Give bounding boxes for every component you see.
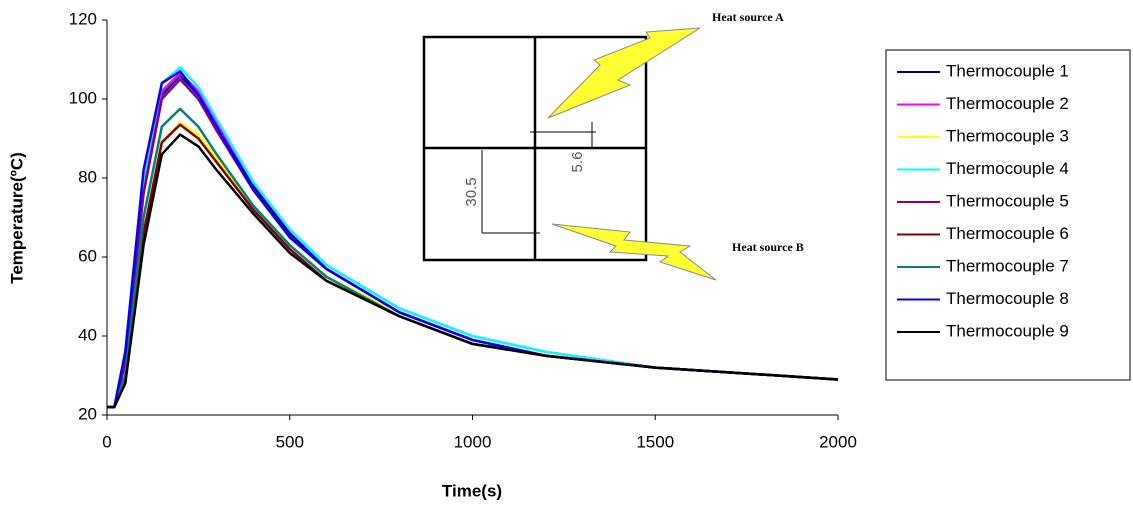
- legend-label: Thermocouple 8: [946, 289, 1069, 308]
- y-tick-label: 100: [69, 88, 97, 107]
- series-line: [107, 121, 839, 409]
- series-line: [107, 66, 839, 409]
- annotation: Heat source B: [732, 240, 804, 254]
- x-tick-label: 2000: [819, 432, 857, 451]
- lightning-bolt: [551, 223, 717, 281]
- annotation: Heat source A: [712, 10, 784, 24]
- x-tick-label: 0: [102, 432, 111, 451]
- legend-label: Thermocouple 5: [946, 191, 1069, 210]
- lightning-bolt: [547, 27, 701, 119]
- legend-label: Thermocouple 9: [946, 321, 1069, 340]
- annotation: 5.6: [569, 152, 586, 173]
- x-tick-label: 1000: [454, 432, 492, 451]
- y-tick-label: 80: [78, 167, 97, 186]
- legend-label: Thermocouple 1: [946, 61, 1069, 80]
- series-line: [107, 107, 839, 409]
- y-axis-label: Temperature(ºC): [7, 152, 26, 284]
- series-line: [107, 133, 839, 409]
- y-tick-label: 120: [69, 9, 97, 28]
- y-tick-label: 40: [78, 325, 97, 344]
- legend-label: Thermocouple 7: [946, 256, 1069, 275]
- series-line: [107, 72, 839, 409]
- x-tick-label: 1500: [636, 432, 674, 451]
- y-tick-label: 20: [78, 404, 97, 423]
- legend-label: Thermocouple 6: [946, 224, 1069, 243]
- x-axis-label: Time(s): [442, 481, 502, 500]
- inset-diagram: [422, 27, 717, 281]
- series-line: [107, 70, 839, 409]
- series-line: [107, 123, 839, 409]
- legend-label: Thermocouple 3: [946, 126, 1069, 145]
- legend-label: Thermocouple 2: [946, 94, 1069, 113]
- y-tick-label: 60: [78, 246, 97, 265]
- legend-label: Thermocouple 4: [946, 159, 1069, 178]
- annotation: 30.5: [463, 177, 480, 206]
- x-tick-label: 500: [276, 432, 304, 451]
